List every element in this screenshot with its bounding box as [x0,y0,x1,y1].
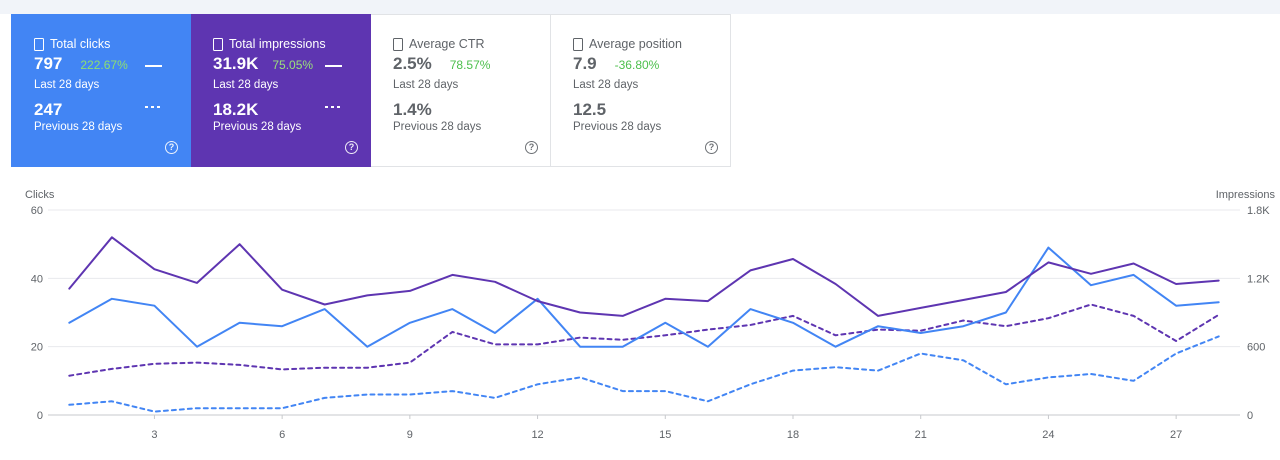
metric-card-average-position[interactable]: Average position 7.9 -36.80% Last 28 day… [551,14,731,167]
dashed-line-legend-icon [145,106,162,108]
metric-value: 2.5% [393,54,432,73]
series-line-clicks-previous[interactable] [68,335,1220,413]
metric-value: 31.9K [213,54,259,73]
metric-delta: 78.57% [449,58,491,72]
metric-period: Last 28 days [573,79,639,91]
metric-prev-value: 12.5 [573,100,607,119]
metric-prev-period: Previous 28 days [393,121,482,133]
metric-period: Last 28 days [34,79,100,91]
x-tick-label: 24 [1042,429,1054,441]
solid-line-legend-icon [325,65,342,67]
y-right-tick-label: 0 [1247,410,1253,422]
y-left-tick-label: 40 [31,273,43,285]
help-icon[interactable]: ? [525,141,538,154]
y-left-tick-label: 0 [37,410,43,422]
y-right-tick-label: 1.8K [1247,205,1270,217]
metric-prev-period: Previous 28 days [34,121,123,133]
performance-chart[interactable]: Clicks Impressions 0 20 40 60 0 600 1.2K 1.8K … [0,180,1280,460]
metric-prev-value: 247 [34,100,63,119]
y-left-tick-label: 60 [31,205,43,217]
x-tick-label: 12 [531,429,543,441]
metric-value: 797 [34,54,63,73]
help-icon[interactable]: ? [705,141,718,154]
x-tick-label: 6 [279,429,285,441]
y-right-tick-label: 1.2K [1247,273,1270,285]
metric-label: Total clicks [50,37,111,51]
checkbox-icon[interactable] [34,37,44,51]
metric-prev-period: Previous 28 days [213,121,302,133]
checkbox-icon[interactable] [393,37,403,51]
metric-prev-value: 18.2K [213,100,259,119]
x-tick-label: 15 [659,429,671,441]
metric-delta: 222.67% [80,58,128,72]
metric-delta: 75.05% [272,58,314,72]
x-tick-label: 18 [787,429,799,441]
metric-label: Total impressions [229,37,326,51]
x-tick-label: 27 [1170,429,1182,441]
help-icon[interactable]: ? [345,141,358,154]
metric-label: Average position [589,37,682,51]
y-axis-left-label: Clicks [25,189,55,201]
metric-delta: -36.80% [614,58,660,72]
metric-value: 7.9 [573,54,597,73]
series-line-clicks[interactable] [68,246,1220,348]
checkbox-icon[interactable] [573,37,583,51]
metric-prev-period: Previous 28 days [573,121,662,133]
metric-period: Last 28 days [393,79,459,91]
x-tick-label: 9 [407,429,413,441]
checkbox-icon[interactable] [213,37,223,51]
metric-prev-value: 1.4% [393,100,432,119]
solid-line-legend-icon [145,65,162,67]
y-axis-right-label: Impressions [1216,189,1276,201]
metric-label: Average CTR [409,37,485,51]
x-tick-label: 21 [915,429,927,441]
y-right-tick-label: 600 [1247,342,1265,354]
dashed-line-legend-icon [325,106,342,108]
series-line-impressions-previous[interactable] [68,303,1220,377]
metric-card-total-impressions[interactable]: Total impressions 31.9K 75.05% Last 28 d… [191,14,371,167]
series-line-impressions[interactable] [68,236,1220,317]
metric-period: Last 28 days [213,79,279,91]
x-tick-label: 3 [151,429,157,441]
help-icon[interactable]: ? [165,141,178,154]
metric-cards: Total clicks 797 222.67% Last 28 days 24… [11,14,731,167]
y-left-tick-label: 20 [31,342,43,354]
metric-card-total-clicks[interactable]: Total clicks 797 222.67% Last 28 days 24… [11,14,191,167]
metric-card-average-ctr[interactable]: Average CTR 2.5% 78.57% Last 28 days 1.4… [371,14,551,167]
